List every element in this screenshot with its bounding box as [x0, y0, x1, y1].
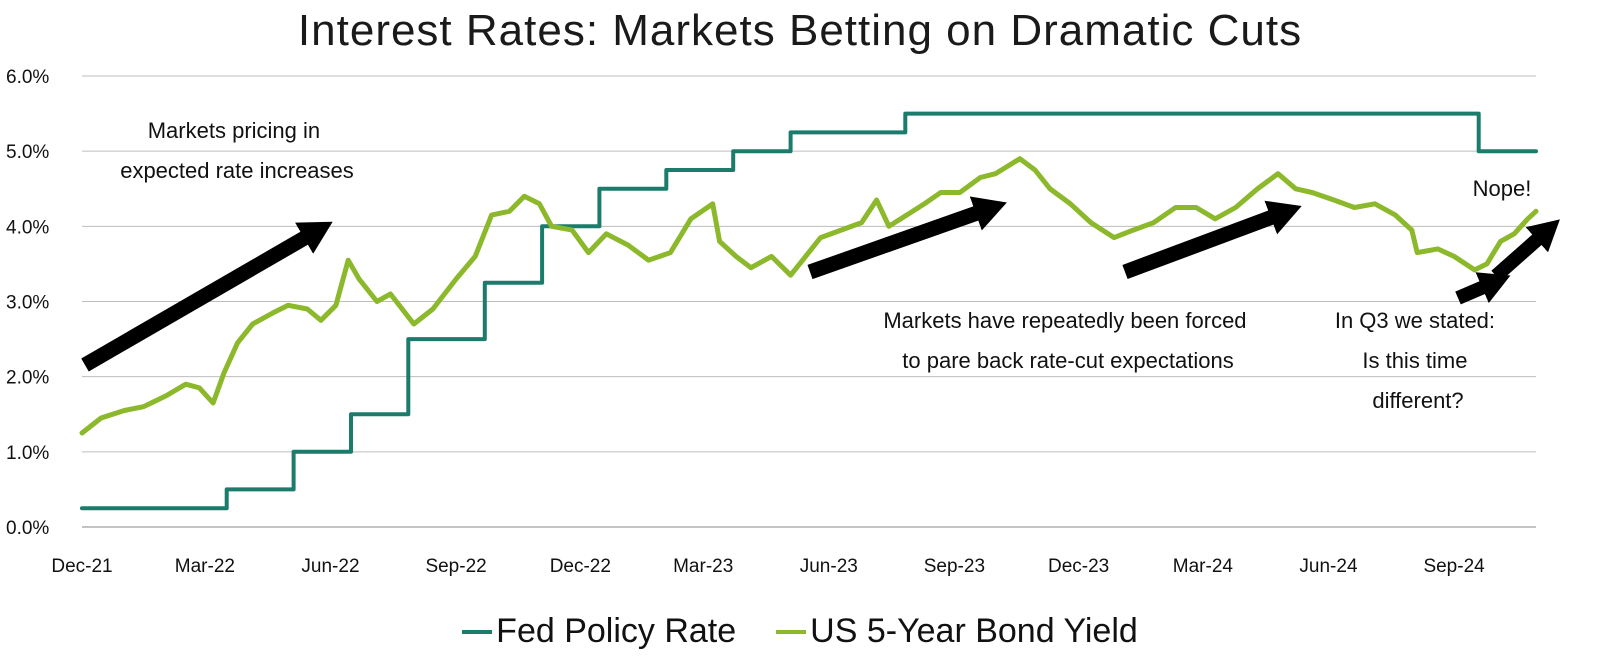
- legend-label: US 5-Year Bond Yield: [810, 612, 1138, 650]
- annotation-nope: Nope!: [1473, 176, 1532, 201]
- legend: Fed Policy Rate US 5-Year Bond Yield: [0, 612, 1600, 651]
- arrow-pare-back-1: [807, 196, 1007, 280]
- x-tick-label: Mar-24: [1173, 556, 1234, 577]
- y-tick-label: 3.0%: [6, 293, 49, 314]
- annotation-pare-back: Markets have repeatedly been forced to p…: [883, 308, 1252, 373]
- y-tick-label: 2.0%: [6, 368, 49, 389]
- x-tick-label: Sep-23: [924, 556, 985, 577]
- series-line-us-5-year-bond-yield: [79, 156, 1539, 436]
- annotation-line: In Q3 we stated:: [1335, 308, 1495, 333]
- legend-swatch-fed-policy-rate: [462, 629, 493, 634]
- x-axis-ticks: Dec-21 Mar-22 Jun-22 Sep-22 Dec-22 Mar-23 Jun-…: [51, 556, 1485, 577]
- legend-swatch-us-5-year-bond-yield: [776, 629, 807, 634]
- gridlines: [82, 75, 1536, 528]
- line-chart: 0.0% 1.0% 2.0% 3.0% 4.0% 5.0% 6.0% Dec-21 Mar-2…: [6, 67, 1560, 577]
- x-tick-label: Dec-23: [1048, 556, 1109, 577]
- x-tick-label: Jun-22: [301, 556, 359, 577]
- legend-item-fed-policy-rate: Fed Policy Rate: [462, 612, 736, 651]
- series-line-fed-policy-rate: [80, 111, 1538, 511]
- annotation-rate-increases: Markets pricing in expected rate increas…: [120, 118, 354, 183]
- y-tick-label: 1.0%: [6, 443, 49, 464]
- annotation-arrows: [81, 196, 1560, 372]
- x-tick-label: Dec-21: [51, 556, 112, 577]
- x-tick-label: Dec-22: [550, 556, 611, 577]
- x-tick-label: Sep-22: [425, 556, 486, 577]
- y-tick-label: 5.0%: [6, 142, 49, 163]
- annotations: Markets pricing in expected rate increas…: [120, 118, 1531, 413]
- x-tick-label: Jun-23: [800, 556, 858, 577]
- x-tick-label: Sep-24: [1423, 556, 1485, 577]
- y-axis-ticks: 0.0% 1.0% 2.0% 3.0% 4.0% 5.0% 6.0%: [6, 67, 49, 539]
- y-tick-label: 6.0%: [6, 67, 49, 88]
- annotation-line: different?: [1372, 388, 1463, 413]
- annotation-line: to pare back rate-cut expectations: [902, 348, 1233, 373]
- legend-label: Fed Policy Rate: [496, 612, 737, 650]
- annotation-line: Nope!: [1473, 176, 1532, 201]
- annotation-line: Markets pricing in: [148, 118, 320, 143]
- annotation-q3: In Q3 we stated: Is this time different?: [1335, 308, 1501, 413]
- arrow-pare-back-2: [1122, 200, 1302, 280]
- x-tick-label: Mar-22: [175, 556, 235, 577]
- arrow-rate-increases: [81, 221, 333, 372]
- arrow-q3-short: [1455, 272, 1511, 305]
- x-tick-label: Jun-24: [1299, 556, 1358, 577]
- y-tick-label: 4.0%: [6, 217, 49, 238]
- series-lines: [79, 111, 1539, 511]
- legend-item-us-5-year-bond-yield: US 5-Year Bond Yield: [776, 612, 1138, 651]
- chart-title: Interest Rates: Markets Betting on Drama…: [297, 6, 1303, 55]
- arrow-q3-long: [1491, 219, 1560, 282]
- x-tick-label: Mar-23: [673, 556, 733, 577]
- annotation-line: Markets have repeatedly been forced: [883, 308, 1246, 333]
- annotation-line: expected rate increases: [120, 158, 354, 183]
- annotation-line: Is this time: [1362, 348, 1467, 373]
- y-tick-label: 0.0%: [6, 518, 49, 539]
